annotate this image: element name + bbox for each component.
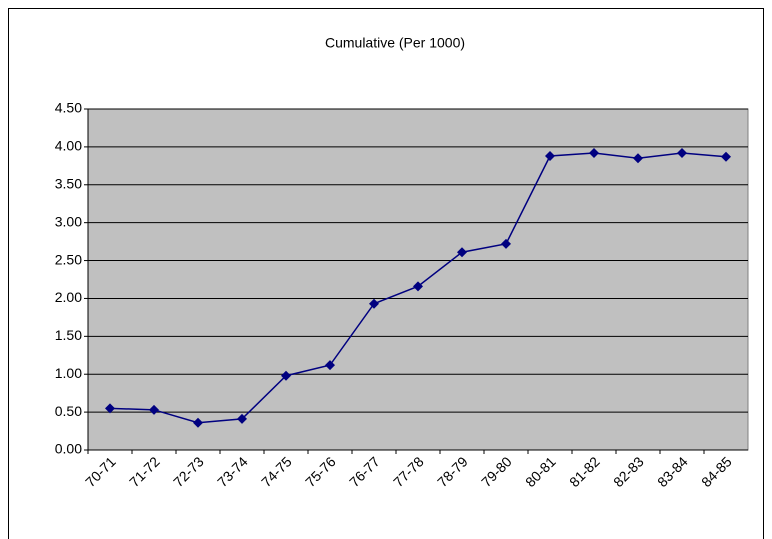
y-tick-label: 0.50 <box>55 403 82 419</box>
marker <box>589 147 599 158</box>
y-tick-label: 4.00 <box>55 138 82 154</box>
marker <box>369 298 379 309</box>
marker <box>237 413 247 424</box>
y-tick-label: 1.50 <box>55 327 82 343</box>
marker <box>413 281 423 292</box>
marker <box>457 247 467 258</box>
marker <box>105 403 115 414</box>
marker <box>193 417 203 428</box>
y-tick-label: 0.00 <box>55 441 82 457</box>
marker <box>633 153 643 164</box>
chart-title: Cumulative (Per 1000) <box>325 35 465 51</box>
y-tick-label: 3.50 <box>55 175 82 191</box>
y-tick-label: 3.00 <box>55 213 82 229</box>
marker <box>677 147 687 158</box>
plot-area <box>87 108 749 451</box>
y-tick-label: 4.50 <box>55 100 82 116</box>
marker <box>545 150 555 161</box>
marker <box>501 238 511 249</box>
marker <box>149 404 159 415</box>
marker <box>325 360 335 371</box>
marker <box>721 151 731 162</box>
y-tick-label: 1.00 <box>55 365 82 381</box>
marker <box>281 370 291 381</box>
y-tick-label: 2.00 <box>55 289 82 305</box>
y-tick-label: 2.50 <box>55 251 82 267</box>
